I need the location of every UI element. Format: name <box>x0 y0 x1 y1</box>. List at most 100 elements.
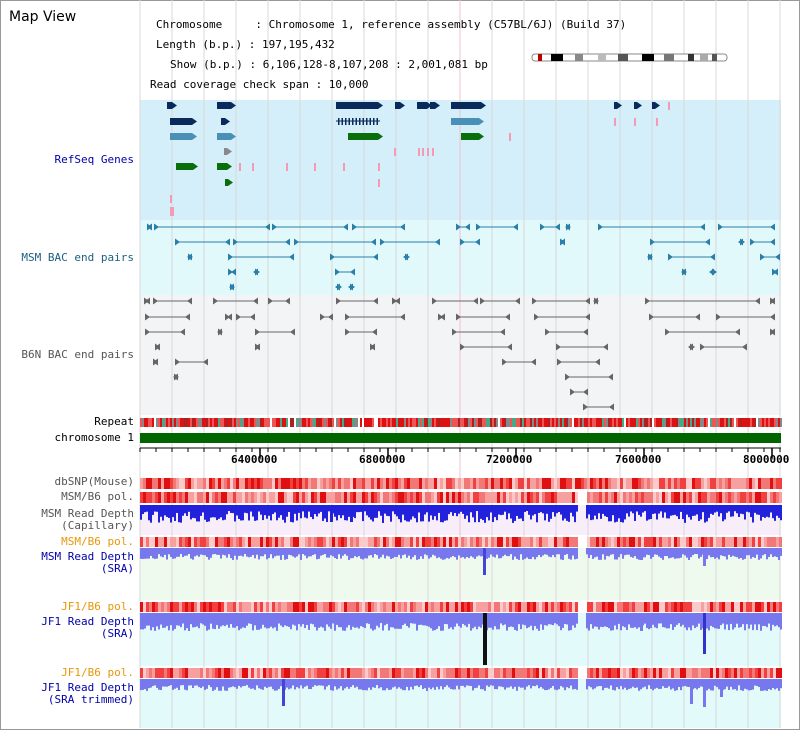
depth-bar <box>352 679 354 686</box>
depth-bar <box>182 505 184 516</box>
depth-bar <box>554 505 556 517</box>
depth-bar <box>598 548 600 560</box>
track-label-b6n-bac[interactable]: B6N BAC end pairs <box>21 348 134 361</box>
heat-cell <box>548 537 551 547</box>
track-label-jf1-b6-pol-2[interactable]: JF1/B6 pol. <box>61 666 134 679</box>
depth-spike <box>640 548 643 560</box>
depth-bar <box>566 613 568 625</box>
heat-cell <box>314 668 317 678</box>
track-label-msm-depth-sra[interactable]: MSM Read Depth <box>41 550 134 563</box>
depth-bar <box>666 548 668 557</box>
depth-bar <box>484 679 486 691</box>
repeat-element <box>528 418 530 427</box>
heat-cell <box>536 478 539 489</box>
heat-cell <box>449 668 452 678</box>
repeat-element <box>698 418 700 427</box>
heat-cell <box>407 478 410 489</box>
depth-bar <box>586 548 588 555</box>
depth-bar <box>740 613 742 628</box>
track-label-refseq[interactable]: RefSeq Genes <box>54 153 134 166</box>
repeat-element <box>312 418 314 427</box>
repeat-element <box>428 418 430 427</box>
depth-bar <box>294 613 296 626</box>
track-label-jf1-b6-pol[interactable]: JF1/B6 pol. <box>61 600 134 613</box>
repeat-element <box>468 418 470 427</box>
depth-bar <box>766 548 768 560</box>
depth-bar <box>440 548 442 559</box>
heat-cell <box>689 492 692 503</box>
depth-bar <box>376 679 378 686</box>
depth-bar <box>258 505 260 512</box>
depth-bar <box>236 548 238 560</box>
depth-bar <box>614 613 616 626</box>
track-label-msm-bac[interactable]: MSM BAC end pairs <box>21 251 134 264</box>
depth-bar <box>590 613 592 625</box>
depth-bar <box>574 613 576 628</box>
depth-bar <box>324 613 326 631</box>
heat-cell <box>452 537 455 547</box>
repeat-element <box>686 418 688 427</box>
depth-bar <box>460 505 462 512</box>
track-label-jf1-depth-sra[interactable]: JF1 Read Depth <box>41 615 134 628</box>
heat-cell <box>605 602 608 612</box>
heat-cell <box>557 602 560 612</box>
snp-marker <box>656 118 658 126</box>
chromosome-bar <box>140 433 781 443</box>
depth-spike <box>483 613 487 665</box>
depth-bar <box>324 505 326 519</box>
depth-bar <box>668 679 670 687</box>
heat-cell <box>329 492 332 503</box>
depth-bar <box>226 613 228 625</box>
heat-cell <box>557 668 560 678</box>
depth-bar <box>418 505 420 513</box>
depth-bar <box>158 505 160 523</box>
depth-bar <box>714 548 716 559</box>
depth-bar <box>450 613 452 628</box>
heat-cell <box>215 478 218 489</box>
depth-bar <box>340 548 342 559</box>
heat-cell <box>368 602 371 612</box>
bac-end <box>645 297 650 305</box>
depth-bar <box>356 548 358 558</box>
depth-bar <box>654 548 656 555</box>
heat-cell <box>662 668 665 678</box>
depth-spike <box>703 548 706 566</box>
heat-cell <box>764 668 767 678</box>
depth-bar <box>244 505 246 513</box>
heat-cell <box>521 492 524 503</box>
track-label-dbsnp[interactable]: dbSNP(Mouse) <box>54 475 134 488</box>
heat-cell <box>239 602 242 612</box>
track-label-repeat[interactable]: Repeat <box>94 415 134 428</box>
depth-bar <box>762 613 764 626</box>
depth-bar <box>496 505 498 521</box>
repeat-element <box>454 418 456 427</box>
depth-bar <box>306 679 308 686</box>
bac-end <box>213 297 218 305</box>
depth-bar <box>420 505 422 522</box>
heat-cell <box>197 492 200 503</box>
track-label-msm-b6-pol[interactable]: MSM/B6 pol. <box>61 490 134 503</box>
depth-bar <box>296 613 298 631</box>
bac-end <box>400 313 405 321</box>
depth-bar <box>358 679 360 690</box>
depth-bar <box>256 679 258 686</box>
depth-bar <box>760 679 762 691</box>
heat-cell <box>311 602 314 612</box>
depth-bar <box>468 548 470 559</box>
repeat-element <box>546 418 548 427</box>
track-label-jf1-depth-trimmed[interactable]: JF1 Read Depth <box>41 681 134 694</box>
depth-bar <box>148 679 150 689</box>
depth-bar <box>456 548 458 560</box>
depth-bar <box>204 505 206 520</box>
depth-bar <box>706 679 708 691</box>
depth-bar <box>364 679 366 691</box>
repeat-element <box>770 418 772 427</box>
track-label-msm-b6-pol-2[interactable]: MSM/B6 pol. <box>61 535 134 548</box>
depth-bar <box>506 679 508 688</box>
heat-cell <box>389 478 392 489</box>
repeat-element <box>194 418 196 427</box>
track-label-msm-depth-capillary[interactable]: MSM Read Depth <box>41 507 134 520</box>
repeat-element <box>434 418 436 427</box>
heat-cell <box>290 478 293 489</box>
